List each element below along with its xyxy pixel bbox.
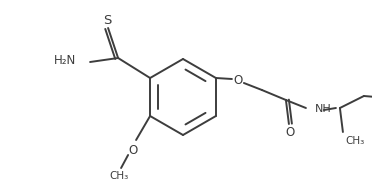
Text: NH: NH bbox=[315, 104, 332, 114]
Text: CH₃: CH₃ bbox=[109, 171, 129, 181]
Text: O: O bbox=[233, 74, 243, 87]
Text: H₂N: H₂N bbox=[54, 55, 76, 68]
Text: CH₃: CH₃ bbox=[345, 136, 364, 146]
Text: O: O bbox=[285, 126, 295, 138]
Text: O: O bbox=[128, 143, 138, 156]
Text: S: S bbox=[103, 13, 111, 26]
